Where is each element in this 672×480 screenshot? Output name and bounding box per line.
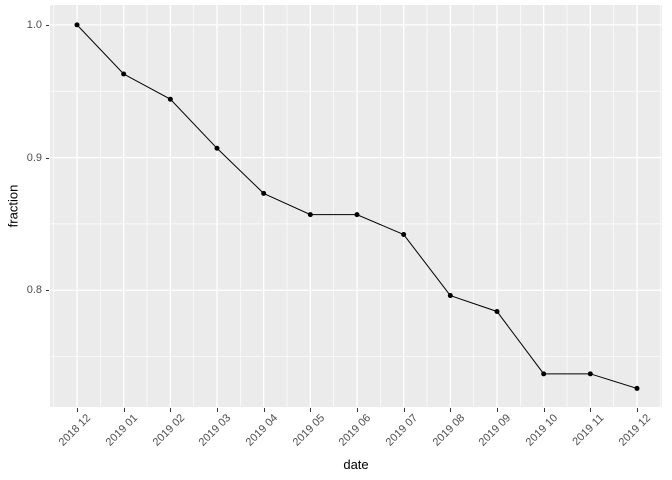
- data-point: [587, 371, 593, 377]
- y-tick-mark: [45, 24, 49, 26]
- y-tick-label: 0.8: [26, 284, 42, 297]
- x-tick-label: 2019 12: [616, 412, 654, 449]
- data-point: [354, 212, 360, 218]
- x-tick-label: 2019 01: [103, 412, 141, 449]
- x-tick-mark: [637, 408, 638, 412]
- x-tick-mark: [77, 408, 78, 412]
- x-tick-label: 2019 03: [196, 412, 234, 449]
- data-point: [74, 22, 80, 28]
- y-tick-label: 0.9: [26, 151, 42, 164]
- data-point: [121, 71, 127, 77]
- x-tick-mark: [450, 408, 452, 412]
- x-tick-label: 2019 04: [243, 412, 281, 449]
- x-tick-mark: [217, 408, 218, 412]
- data-point: [167, 96, 173, 102]
- x-tick-mark: [170, 408, 172, 412]
- y-tick-mark: [45, 157, 49, 159]
- x-tick-label: 2019 10: [523, 412, 561, 449]
- data-point: [634, 385, 640, 391]
- x-tick-label: 2019 11: [570, 412, 607, 449]
- plot-canvas: [50, 5, 662, 407]
- x-tick-label: 2018 12: [56, 412, 94, 449]
- x-tick-mark: [497, 408, 498, 412]
- gridlines-major: [50, 5, 662, 407]
- x-tick-mark: [310, 408, 312, 412]
- gridlines-minor: [50, 5, 662, 407]
- plot-panel: [50, 5, 662, 407]
- data-point: [214, 145, 220, 151]
- data-point: [307, 212, 313, 218]
- data-point: [261, 190, 267, 196]
- data-point: [447, 293, 453, 299]
- x-axis-title: date: [343, 457, 369, 472]
- data-point: [541, 371, 547, 377]
- y-axis-title: fraction: [5, 184, 21, 228]
- data-point: [494, 308, 500, 314]
- y-tick-mark: [45, 290, 49, 292]
- x-tick-mark: [123, 408, 125, 412]
- x-tick-label: 2019 02: [150, 412, 187, 449]
- x-tick-mark: [590, 408, 592, 412]
- x-tick-label: 2019 07: [383, 412, 421, 449]
- x-tick-label: 2019 08: [430, 412, 467, 449]
- x-tick-mark: [403, 408, 405, 412]
- data-point: [401, 232, 407, 238]
- x-tick-label: 2019 05: [290, 412, 327, 449]
- x-tick-mark: [357, 408, 358, 412]
- x-tick-mark: [263, 408, 265, 412]
- y-tick-label: 1.0: [26, 18, 42, 31]
- data-points: [74, 22, 640, 391]
- x-tick-mark: [543, 408, 545, 412]
- x-tick-label: 2019 06: [336, 412, 374, 449]
- x-tick-label: 2019 09: [476, 412, 514, 449]
